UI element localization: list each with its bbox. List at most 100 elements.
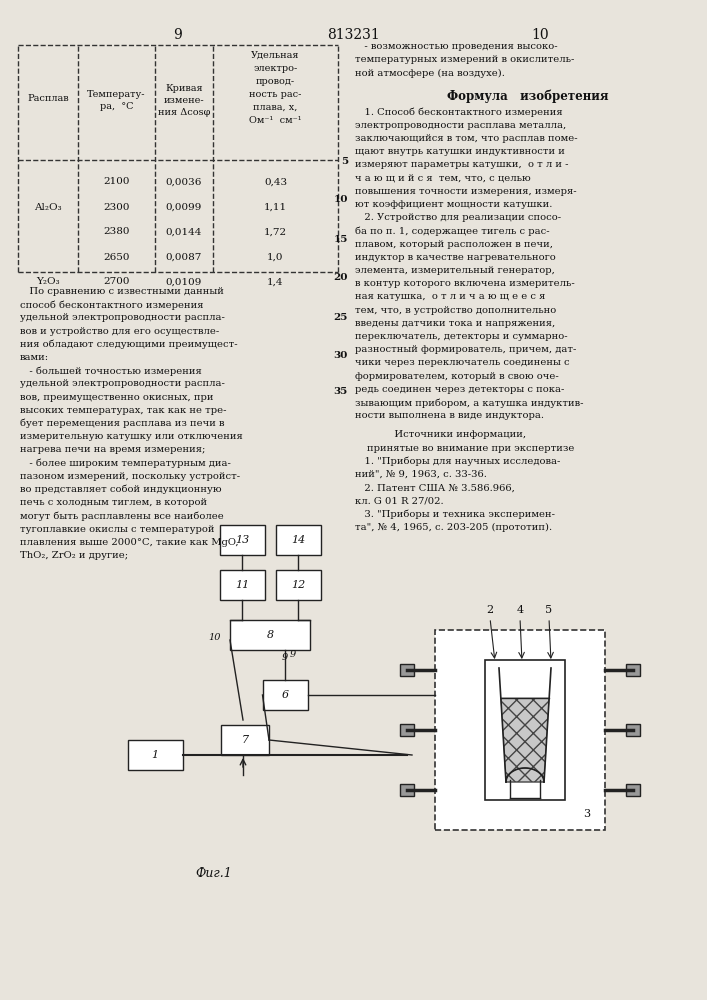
Text: ба по п. 1, содержащее тигель с рас-: ба по п. 1, содержащее тигель с рас- [355, 226, 549, 236]
Text: ности выполнена в виде индуктора.: ности выполнена в виде индуктора. [355, 411, 544, 420]
Text: измеряют параметры катушки,  о т л и -: измеряют параметры катушки, о т л и - [355, 160, 568, 169]
Text: Al₂O₃: Al₂O₃ [34, 202, 62, 212]
Text: кл. G 01 R 27/02.: кл. G 01 R 27/02. [355, 496, 443, 505]
Text: 10: 10 [334, 196, 348, 205]
Text: 12: 12 [291, 580, 305, 590]
Text: 35: 35 [334, 386, 348, 395]
FancyBboxPatch shape [127, 740, 182, 770]
Text: температурных измерений в окислитель-: температурных измерений в окислитель- [355, 55, 574, 64]
Text: редь соединен через детекторы с пока-: редь соединен через детекторы с пока- [355, 385, 564, 394]
Text: 2380: 2380 [103, 228, 130, 236]
Text: тем, что, в устройство дополнительно: тем, что, в устройство дополнительно [355, 306, 556, 315]
Text: 9: 9 [282, 653, 288, 662]
Text: 3: 3 [583, 809, 590, 819]
Text: переключатель, детекторы и суммарно-: переключатель, детекторы и суммарно- [355, 332, 568, 341]
Text: Кривая: Кривая [165, 84, 203, 93]
Text: ют коэффициент мощности катушки.: ют коэффициент мощности катушки. [355, 200, 552, 209]
Text: Формула   изобретения: Формула изобретения [447, 90, 608, 103]
Text: удельной электропроводности распла-: удельной электропроводности распла- [20, 313, 225, 322]
Polygon shape [501, 698, 549, 782]
Text: 0,0036: 0,0036 [166, 178, 202, 186]
Text: измене-: измене- [164, 96, 204, 105]
Text: 0,0109: 0,0109 [166, 277, 202, 286]
Text: плавления выше 2000°С, такие как MgO,: плавления выше 2000°С, такие как MgO, [20, 538, 239, 547]
Text: - возможностью проведения высоко-: - возможностью проведения высоко- [355, 42, 558, 51]
Text: индуктор в качестве нагревательного: индуктор в качестве нагревательного [355, 253, 556, 262]
Text: плавом, который расположен в печи,: плавом, который расположен в печи, [355, 240, 553, 249]
Text: 0,43: 0,43 [264, 178, 287, 186]
Text: 4: 4 [516, 605, 524, 615]
Text: 3. "Приборы и техника эксперимен-: 3. "Приборы и техника эксперимен- [355, 510, 555, 519]
Text: ния Δcosφ: ния Δcosφ [158, 108, 210, 117]
Bar [485, 660, 565, 800]
Text: Фиг.1: Фиг.1 [195, 867, 232, 880]
Text: 2650: 2650 [103, 252, 130, 261]
Text: нагрева печи на время измерения;: нагрева печи на время измерения; [20, 445, 205, 454]
Text: Ом⁻¹  см⁻¹: Ом⁻¹ см⁻¹ [249, 116, 302, 125]
Text: 1,0: 1,0 [267, 252, 284, 261]
Text: 1: 1 [151, 750, 158, 760]
Text: 5: 5 [341, 157, 348, 166]
Bar [400, 724, 414, 736]
Text: ная катушка,  о т л и ч а ю щ е е с я: ная катушка, о т л и ч а ю щ е е с я [355, 292, 545, 301]
Text: 13: 13 [235, 535, 249, 545]
Bar [626, 664, 640, 676]
Text: 0,0087: 0,0087 [166, 252, 202, 261]
Text: 30: 30 [334, 352, 348, 360]
Bar [626, 724, 640, 736]
FancyBboxPatch shape [219, 570, 264, 600]
FancyBboxPatch shape [230, 620, 310, 650]
Text: тугоплавкие окислы с температурой: тугоплавкие окислы с температурой [20, 525, 214, 534]
Text: ной атмосфере (на воздухе).: ной атмосфере (на воздухе). [355, 68, 505, 78]
Text: 7: 7 [241, 735, 249, 745]
Text: щают внутрь катушки индуктивности и: щают внутрь катушки индуктивности и [355, 147, 565, 156]
Text: 10: 10 [208, 633, 221, 642]
Text: ния обладают следующими преимущест-: ния обладают следующими преимущест- [20, 340, 238, 349]
Text: электропроводности расплава металла,: электропроводности расплава металла, [355, 121, 566, 130]
Text: разностный формирователь, причем, дат-: разностный формирователь, причем, дат- [355, 345, 576, 354]
FancyBboxPatch shape [219, 525, 264, 555]
Text: 15: 15 [334, 235, 348, 244]
FancyBboxPatch shape [276, 570, 320, 600]
Text: 8: 8 [267, 630, 274, 640]
Text: 813231: 813231 [327, 28, 380, 42]
Text: бует перемещения расплава из печи в: бует перемещения расплава из печи в [20, 419, 225, 428]
Text: электро-: электро- [253, 64, 298, 73]
Text: 14: 14 [291, 535, 305, 545]
Text: измерительную катушку или отключения: измерительную катушку или отключения [20, 432, 243, 441]
Text: - большей точностью измерения: - большей точностью измерения [20, 366, 201, 376]
Text: 9: 9 [173, 28, 182, 42]
Text: удельной электропроводности распла-: удельной электропроводности распла- [20, 379, 225, 388]
Text: принятые во внимание при экспертизе: принятые во внимание при экспертизе [367, 444, 574, 453]
Text: 25: 25 [334, 314, 348, 322]
Text: 1,11: 1,11 [264, 202, 287, 212]
Text: 2100: 2100 [103, 178, 130, 186]
Text: 5: 5 [545, 605, 553, 615]
Text: вов и устройство для его осуществле-: вов и устройство для его осуществле- [20, 327, 219, 336]
Text: 2700: 2700 [103, 277, 130, 286]
Text: во представляет собой индукционную: во представляет собой индукционную [20, 485, 221, 494]
Text: - более широким температурным диа-: - более широким температурным диа- [20, 459, 231, 468]
Text: 11: 11 [235, 580, 249, 590]
Text: 1,4: 1,4 [267, 277, 284, 286]
Text: ThO₂, ZrO₂ и другие;: ThO₂, ZrO₂ и другие; [20, 551, 128, 560]
Text: ра,  °C: ра, °C [100, 102, 133, 111]
Text: ность рас-: ность рас- [250, 90, 302, 99]
Text: элемента, измерительный генератор,: элемента, измерительный генератор, [355, 266, 555, 275]
Text: та", № 4, 1965, с. 203-205 (прототип).: та", № 4, 1965, с. 203-205 (прототип). [355, 523, 552, 532]
Text: 2: 2 [486, 605, 493, 615]
Text: провод-: провод- [256, 77, 295, 86]
Text: 6: 6 [281, 690, 288, 700]
Text: 10: 10 [531, 28, 549, 42]
Text: 2. Патент США № 3.586.966,: 2. Патент США № 3.586.966, [355, 483, 515, 492]
Text: способ бесконтактного измерения: способ бесконтактного измерения [20, 300, 204, 310]
Text: введены датчики тока и напряжения,: введены датчики тока и напряжения, [355, 319, 555, 328]
Text: высоких температурах, так как не тре-: высоких температурах, так как не тре- [20, 406, 226, 415]
Text: По сравнению с известными данный: По сравнению с известными данный [20, 287, 224, 296]
Text: 1,72: 1,72 [264, 228, 287, 236]
Text: Y₂O₃: Y₂O₃ [36, 277, 60, 286]
Text: 2. Устройство для реализации спосо-: 2. Устройство для реализации спосо- [355, 213, 561, 222]
Text: 1. Способ бесконтактного измерения: 1. Способ бесконтактного измерения [355, 108, 563, 117]
Text: пазоном измерений, поскольку устройст-: пазоном измерений, поскольку устройст- [20, 472, 240, 481]
Text: ний", № 9, 1963, с. 33-36.: ний", № 9, 1963, с. 33-36. [355, 470, 487, 479]
